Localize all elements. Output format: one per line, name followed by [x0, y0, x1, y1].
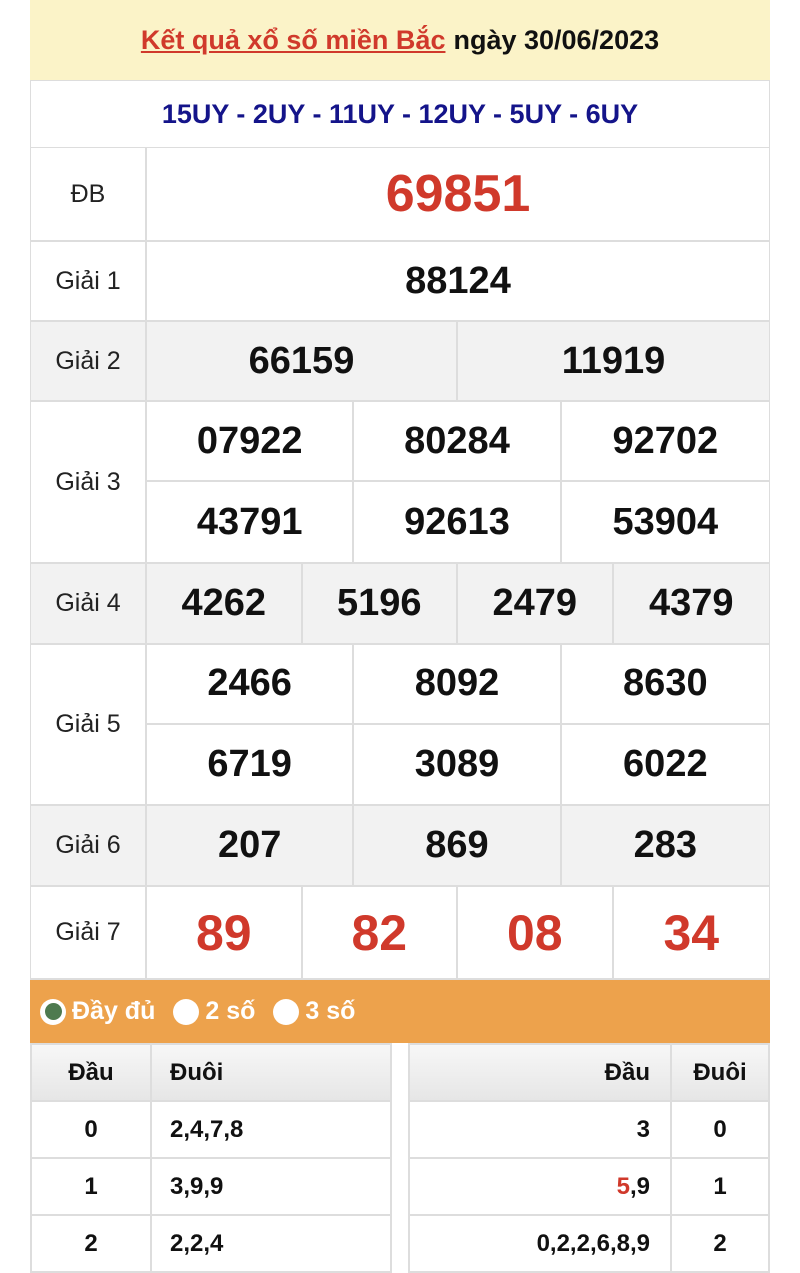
display-options: Đầy đủ 2 số 3 số	[30, 980, 770, 1043]
dau-rest: 0,2,2,6,8,9	[536, 1229, 650, 1257]
dau-cell: 0	[30, 1100, 152, 1159]
option-0[interactable]: Đầy đủ	[40, 997, 155, 1026]
dau-cell: 3	[408, 1100, 672, 1159]
prize-number: 80284	[354, 402, 562, 482]
prize-row: Giải 4 4262 5196 2479 4379	[30, 564, 770, 645]
prize-number: 8630	[561, 645, 769, 725]
prize-number: 34	[663, 904, 720, 961]
loto-row: 0 2,4,7,8	[30, 1100, 392, 1159]
dau-rest: ,9	[629, 1172, 650, 1200]
prize-label: Giải 3	[31, 402, 147, 562]
loto-row: 0,2,2,6,8,9 2	[408, 1214, 770, 1273]
option-label: 2 số	[205, 997, 256, 1025]
prize-number: 283	[633, 824, 698, 866]
prize-number: 08	[458, 887, 614, 978]
date-text: ngày 30/06/2023	[453, 24, 660, 55]
duoi-cell: 2,4,7,8	[150, 1100, 392, 1159]
loto-table-right: Đầu Đuôi 3 0 5,9 1 0,2,2,6,8,9 2	[408, 1043, 770, 1273]
loto-row: 5,9 1	[408, 1157, 770, 1216]
prize-label: Giải 6	[31, 806, 147, 885]
prize-number: 88124	[405, 259, 511, 302]
prize-number: 43791	[147, 482, 355, 562]
header-duoi: Đuôi	[670, 1043, 770, 1102]
prize-label: Giải 2	[31, 322, 147, 400]
prize-numbers: 2466 8092 8630 6719 3089 6022	[147, 645, 769, 804]
prize-row: Giải 5 2466 8092 8630 6719 3089 6022	[30, 645, 770, 806]
prize-number: 11919	[561, 339, 666, 382]
prize-numbers: 207 869 283	[147, 806, 769, 885]
prize-row: Giải 2 66159 11919	[30, 322, 770, 402]
prize-number: 82	[303, 887, 458, 978]
dau-red: 5	[616, 1172, 630, 1200]
radio-icon[interactable]	[40, 998, 66, 1025]
prize-row: Giải 1 88124	[30, 242, 770, 322]
prize-number: 4262	[147, 564, 303, 643]
prize-label: ĐB	[31, 148, 147, 240]
duoi-cell: 0	[670, 1100, 770, 1159]
prize-number: 92613	[354, 482, 562, 562]
loto-row: 1 3,9,9	[30, 1157, 392, 1216]
prize-number: 66159	[147, 322, 458, 400]
duoi-cell: 1	[670, 1157, 770, 1216]
loto-row: 2 2,2,4	[30, 1214, 392, 1273]
title-link[interactable]: Kết quả xổ số miền Bắc	[140, 24, 446, 55]
prize-row: Giải 7 89 82 08 34	[30, 887, 770, 980]
special-codes: 15UY - 2UY - 11UY - 12UY - 5UY - 6UY	[30, 80, 770, 148]
prize-number: 53904	[612, 500, 719, 543]
radio-icon[interactable]	[173, 998, 200, 1025]
radio-icon[interactable]	[273, 998, 300, 1025]
prize-number: 07922	[147, 402, 355, 482]
prize-numbers: 89 82 08 34	[147, 887, 769, 978]
prize-number: 69851	[385, 165, 531, 223]
dau-cell: 0,2,2,6,8,9	[408, 1214, 672, 1273]
prize-number: 8092	[354, 645, 562, 725]
dau-cell: 2	[30, 1214, 152, 1273]
header-dau: Đầu	[30, 1043, 152, 1102]
prize-numbers: 07922 80284 92702 43791 92613 53904	[147, 402, 769, 562]
option-label: Đầy đủ	[72, 997, 156, 1025]
prize-label: Giải 4	[31, 564, 147, 643]
prize-row: Giải 3 07922 80284 92702 43791 92613 53904	[30, 402, 770, 564]
header-dau: Đầu	[408, 1043, 672, 1102]
header-duoi: Đuôi	[150, 1043, 392, 1102]
prize-row: Giải 6 207 869 283	[30, 806, 770, 887]
option-2[interactable]: 3 số	[273, 997, 355, 1026]
prize-numbers: 4262 5196 2479 4379	[147, 564, 769, 643]
prize-number: 2466	[147, 645, 355, 725]
prize-numbers: 69851	[147, 148, 769, 240]
prize-number: 6022	[623, 742, 708, 785]
dau-cell: 5,9	[408, 1157, 672, 1216]
duoi-cell: 2,2,4	[150, 1214, 392, 1273]
dau-cell: 1	[30, 1157, 152, 1216]
prize-numbers: 88124	[147, 242, 769, 320]
option-1[interactable]: 2 số	[173, 997, 255, 1026]
prize-number: 92702	[561, 402, 769, 482]
prize-row: ĐB 69851	[30, 148, 770, 242]
prize-number: 5196	[303, 564, 458, 643]
prize-label: Giải 1	[31, 242, 147, 320]
prize-number: 2479	[458, 564, 614, 643]
prize-label: Giải 7	[31, 887, 147, 978]
prize-number: 869	[354, 806, 562, 885]
dau-rest: 3	[636, 1115, 650, 1143]
prize-number: 207	[147, 806, 355, 885]
prize-number: 89	[147, 887, 303, 978]
prize-number: 3089	[354, 724, 562, 804]
prize-numbers: 66159 11919	[147, 322, 769, 400]
option-label: 3 số	[305, 997, 356, 1025]
duoi-cell: 3,9,9	[150, 1157, 392, 1216]
header: Kết quả xổ số miền Bắc ngày 30/06/2023	[30, 0, 770, 80]
prize-number: 6719	[147, 724, 355, 804]
loto-table-left: Đầu Đuôi 0 2,4,7,8 1 3,9,9 2 2,2,4	[30, 1043, 392, 1273]
results-table: Kết quả xổ số miền Bắc ngày 30/06/2023 1…	[30, 0, 770, 1273]
prize-label: Giải 5	[31, 645, 147, 804]
duoi-cell: 2	[670, 1214, 770, 1273]
prize-number: 4379	[648, 582, 734, 624]
